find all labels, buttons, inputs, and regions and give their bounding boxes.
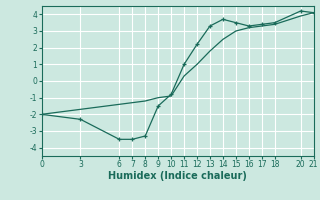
X-axis label: Humidex (Indice chaleur): Humidex (Indice chaleur) (108, 171, 247, 181)
